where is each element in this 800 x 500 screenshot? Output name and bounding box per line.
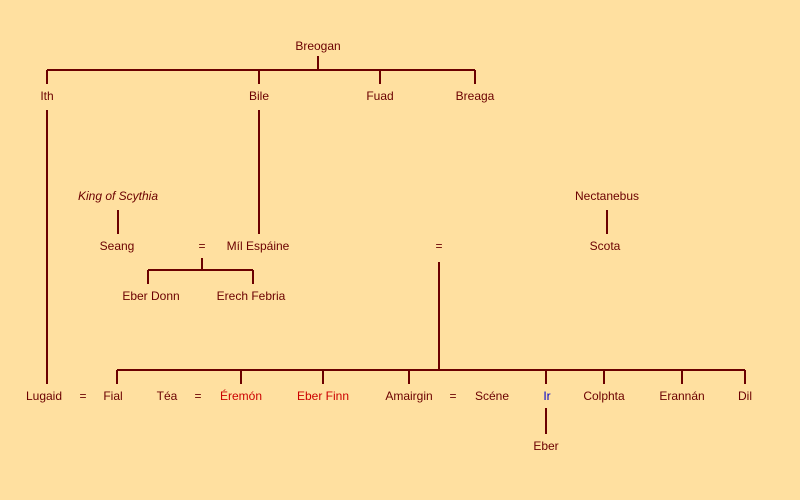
person-ir: Ir — [543, 389, 551, 403]
marriage-symbol: = — [435, 239, 443, 253]
marriage-symbol: = — [79, 389, 87, 403]
person-mil-espaine: Míl Espáine — [226, 239, 290, 253]
marriage-symbol: = — [194, 389, 202, 403]
person-eber-donn: Eber Donn — [122, 289, 180, 303]
person-king-of-scythia: King of Scythia — [77, 189, 159, 203]
person-erannan: Erannán — [659, 389, 705, 403]
person-colphta: Colphta — [583, 389, 625, 403]
person-bile: Bile — [248, 89, 270, 103]
person-amairgin: Amairgin — [385, 389, 433, 403]
person-dil: Dil — [738, 389, 752, 403]
person-eber-finn: Eber Finn — [296, 389, 350, 403]
person-scota: Scota — [589, 239, 621, 253]
person-ith: Ith — [40, 89, 54, 103]
person-breogan: Breogan — [295, 39, 341, 53]
person-fial: Fial — [103, 389, 123, 403]
person-erech-febria: Erech Febria — [216, 289, 286, 303]
person-seang: Seang — [99, 239, 135, 253]
person-scene: Scéne — [474, 389, 510, 403]
person-tea: Téa — [156, 389, 178, 403]
person-breaga: Breaga — [455, 89, 495, 103]
person-eremon: Éremón — [219, 389, 263, 403]
person-eber: Eber — [533, 439, 559, 453]
person-nectanebus: Nectanebus — [574, 189, 640, 203]
marriage-symbol: = — [198, 239, 206, 253]
person-fuad: Fuad — [366, 89, 394, 103]
person-lugaid: Lugaid — [25, 389, 63, 403]
marriage-symbol: = — [449, 389, 457, 403]
